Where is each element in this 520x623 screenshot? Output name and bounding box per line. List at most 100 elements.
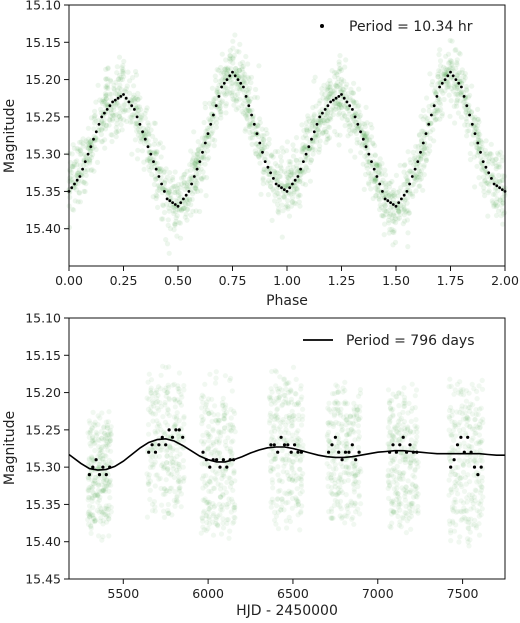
hjd-observation-point <box>396 403 402 409</box>
phase-observation-point <box>228 84 234 90</box>
phase-observation-point <box>383 211 389 218</box>
phase-observation-point <box>264 167 270 173</box>
hjd-observation-point <box>213 375 219 381</box>
hjd-observation-point <box>99 537 105 543</box>
phase-observation-point <box>401 206 407 212</box>
phase-observation-point <box>72 198 78 204</box>
hjd-observation-point <box>91 481 97 487</box>
phase-observation-point <box>286 169 292 175</box>
hjd-observation-point <box>292 416 298 422</box>
phase-observation-point <box>323 115 329 121</box>
phase-observation-point <box>192 185 198 191</box>
phase-observation-point <box>421 164 427 170</box>
hjd-observation-point <box>213 447 219 453</box>
hjd-observation-point <box>329 477 335 483</box>
phase-binned-point <box>498 186 501 190</box>
phase-observation-point <box>260 177 266 183</box>
hjd-observation-point <box>86 457 92 463</box>
phase-binned-point <box>334 96 338 100</box>
phase-observation-point <box>360 130 366 136</box>
hjd-observation-point <box>99 488 106 494</box>
phase-binned-point <box>203 141 207 145</box>
hjd-binned-point <box>108 465 112 469</box>
hjd-observation-point <box>476 513 482 519</box>
hjd-observation-point <box>396 390 402 396</box>
phase-observation-point <box>347 95 353 101</box>
phase-observation-point <box>178 207 184 213</box>
hjd-observation-point <box>415 464 421 470</box>
hjd-observation-point <box>415 508 421 514</box>
phase-observation-point <box>234 80 240 87</box>
phase-observation-point <box>372 152 378 158</box>
phase-observation-point <box>338 89 344 95</box>
phase-observation-point <box>466 108 472 114</box>
hjd-observation-point <box>87 511 93 517</box>
phase-observation-point <box>452 84 458 91</box>
phase-observation-point <box>498 202 504 208</box>
phase-observation-point <box>70 142 76 148</box>
hjd-observation-point <box>352 437 358 443</box>
phase-observation-point <box>395 193 401 199</box>
hjd-observation-point <box>91 421 97 427</box>
phase-observation-point <box>372 178 378 185</box>
hjd-observation-point <box>164 488 170 494</box>
phase-observation-point <box>283 204 289 210</box>
phase-observation-point <box>285 198 291 204</box>
hjd-observation-point <box>408 457 415 463</box>
phase-observation-point <box>314 134 320 140</box>
phase-observation-point <box>224 66 230 72</box>
hjd-observation-point <box>298 477 305 483</box>
phase-binned-point <box>315 122 319 126</box>
phase-observation-point <box>164 174 171 180</box>
hjd-observation-point <box>277 487 283 493</box>
phase-binned-point <box>168 199 172 203</box>
hjd-observation-point <box>277 394 283 400</box>
hjd-observation-point <box>215 513 221 519</box>
phase-observation-point <box>354 140 360 146</box>
phase-observation-point <box>206 134 212 140</box>
phase-observation-point <box>102 97 108 103</box>
phase-observation-point <box>399 206 405 212</box>
hjd-observation-point <box>479 377 485 383</box>
hjd-observation-point <box>268 397 274 403</box>
hjd-observation-point <box>100 479 106 485</box>
hjd-observation-point <box>214 436 220 442</box>
phase-observation-point <box>438 73 444 79</box>
hjd-observation-point <box>151 499 157 505</box>
phase-observation-point <box>148 149 154 155</box>
hjd-observation-point <box>283 427 289 433</box>
hjd-observation-point <box>455 472 461 478</box>
hjd-observation-point <box>231 504 237 510</box>
hjd-observation-point <box>300 406 306 412</box>
phase-observation-point <box>333 83 339 89</box>
hjd-observation-point <box>89 435 96 441</box>
phase-observation-point <box>332 101 338 107</box>
phase-observation-point <box>131 92 137 98</box>
phase-observation-point <box>348 148 354 154</box>
hjd-observation-point <box>101 511 107 517</box>
phase-observation-point <box>167 195 173 201</box>
phase-observation-point <box>250 115 256 121</box>
hjd-observation-point <box>181 474 187 481</box>
phase-observation-point <box>172 189 178 195</box>
hjd-observation-point <box>390 508 396 514</box>
phase-observation-point <box>324 111 330 117</box>
hjd-observation-point <box>103 419 109 425</box>
hjd-observation-point <box>456 539 462 545</box>
hjd-observation-point <box>398 450 404 456</box>
phase-observation-point <box>350 90 356 96</box>
phase-observation-point <box>445 78 451 85</box>
phase-observation-point <box>301 145 307 151</box>
hjd-observation-point <box>345 431 351 437</box>
phase-observation-point <box>346 108 352 114</box>
hjd-observation-point <box>96 497 102 503</box>
phase-observation-point <box>165 217 171 223</box>
hjd-observation-point <box>159 447 165 453</box>
hjd-observation-point <box>343 422 349 428</box>
phase-observation-point <box>368 121 374 127</box>
hjd-observation-point <box>202 409 208 415</box>
hjd-x-tick-label: 7000 <box>362 586 394 601</box>
phase-observation-point <box>454 72 460 78</box>
phase-observation-point <box>216 102 222 109</box>
phase-observation-point <box>227 58 233 64</box>
